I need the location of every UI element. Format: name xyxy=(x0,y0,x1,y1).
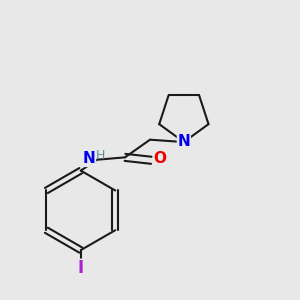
Text: O: O xyxy=(153,151,166,166)
Text: I: I xyxy=(78,260,84,278)
Text: N: N xyxy=(83,151,95,166)
Text: H: H xyxy=(95,149,105,162)
Text: N: N xyxy=(178,134,190,149)
